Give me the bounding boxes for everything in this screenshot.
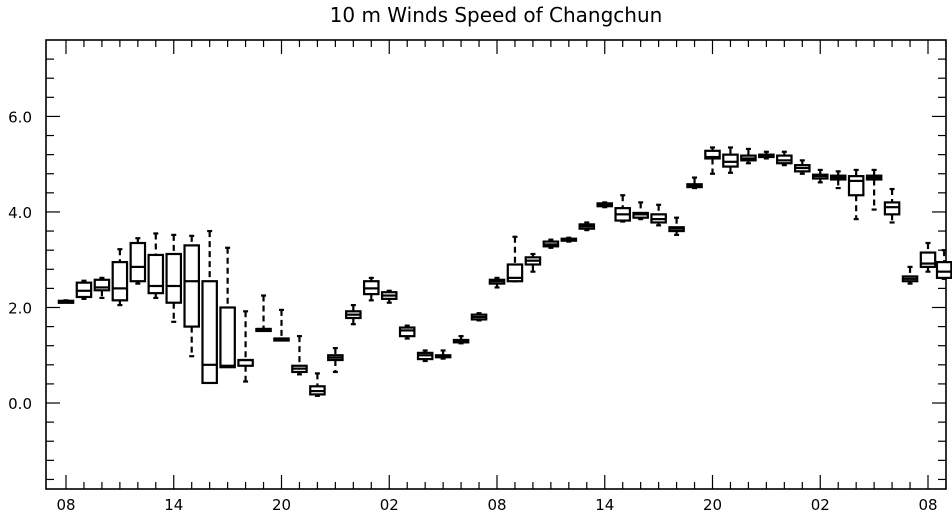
box-mark <box>758 150 775 160</box>
box-mark <box>147 232 165 300</box>
box-mark <box>470 312 488 322</box>
box-mark <box>398 324 416 340</box>
box-mark <box>363 276 380 302</box>
box-mark <box>524 252 542 273</box>
iqr-box <box>722 153 739 168</box>
x-tick-label: 14 <box>164 496 183 514</box>
iqr-box <box>847 175 865 197</box>
box-mark <box>901 265 919 285</box>
box-mark <box>309 372 326 397</box>
box-mark <box>488 276 506 289</box>
x-tick-label: 20 <box>272 496 291 514</box>
box-mark <box>776 150 793 167</box>
box-mark <box>614 194 631 223</box>
box-mark <box>704 146 721 175</box>
box-mark <box>291 335 308 376</box>
iqr-box <box>93 278 111 292</box>
y-tick-label: 6.0 <box>8 108 32 126</box>
box-mark <box>560 236 578 243</box>
box-mark <box>811 168 829 184</box>
box-mark <box>327 346 344 374</box>
iqr-box <box>183 244 200 328</box>
iqr-box <box>147 253 165 295</box>
tick-labels: 0.0 2.0 4.0 6.0 08 14 20 02 08 14 20 02 08 <box>8 108 937 514</box>
box-mark <box>632 201 649 221</box>
x-tick-label: 02 <box>380 496 399 514</box>
box-mark <box>452 335 470 345</box>
iqr-box <box>704 149 721 160</box>
iqr-box <box>219 306 236 369</box>
iqr-box <box>129 241 147 283</box>
box-mark <box>686 176 703 190</box>
box-mark <box>883 187 901 224</box>
x-tick-label: 08 <box>487 496 506 514</box>
box-mark <box>794 159 811 175</box>
box-mark <box>542 238 560 249</box>
iqr-box <box>919 251 937 268</box>
x-tick-label: 20 <box>703 496 722 514</box>
y-tick-label: 4.0 <box>8 204 32 222</box>
box-mark <box>93 276 111 300</box>
box-mark <box>935 249 952 280</box>
box-mark <box>596 201 614 209</box>
chart-title: 10 m Winds Speed of Changchun <box>330 3 663 27</box>
box-mark <box>165 233 183 323</box>
iqr-box <box>201 280 218 385</box>
x-tick-label: 14 <box>595 496 614 514</box>
box-mark <box>668 216 685 236</box>
box-mark <box>434 349 452 360</box>
box-mark <box>829 170 847 190</box>
box-mark <box>201 229 218 385</box>
box-mark <box>380 289 398 304</box>
box-mark <box>75 279 93 300</box>
y-tick-label: 0.0 <box>8 395 32 413</box>
box-mark <box>506 235 524 283</box>
x-tick-label: 02 <box>811 496 830 514</box>
box-series <box>57 146 952 397</box>
box-mark <box>129 237 147 285</box>
box-mark <box>255 294 272 333</box>
iqr-box <box>398 326 416 338</box>
box-mark <box>865 168 883 211</box>
x-tick-label: 08 <box>56 496 75 514</box>
box-mark <box>345 304 362 326</box>
box-mark <box>219 246 236 369</box>
iqr-box <box>111 261 129 302</box>
box-mark <box>111 248 129 307</box>
axis-ticks <box>46 40 947 489</box>
box-mark <box>722 146 739 174</box>
box-mark <box>416 349 434 363</box>
x-tick-label: 08 <box>918 496 937 514</box>
box-mark <box>919 241 937 273</box>
iqr-box <box>883 201 901 216</box>
iqr-box <box>165 252 183 304</box>
box-mark <box>740 147 757 165</box>
box-mark <box>847 168 865 221</box>
box-mark <box>273 308 290 342</box>
y-tick-label: 2.0 <box>8 299 32 317</box>
iqr-box <box>935 261 952 279</box>
box-mark <box>578 221 596 232</box>
box-mark <box>57 299 75 304</box>
box-mark <box>183 234 200 358</box>
box-mark <box>237 310 254 383</box>
box-mark <box>650 203 667 227</box>
